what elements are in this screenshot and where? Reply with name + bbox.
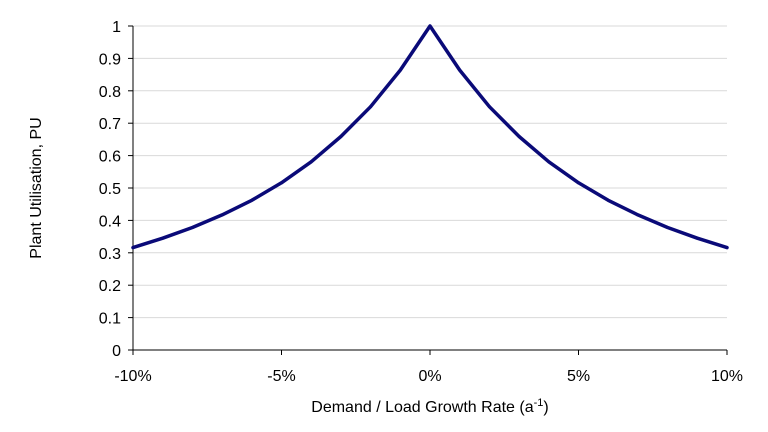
y-tick-labels: 0 0.1 0.2 0.3 0.4 0.5 0.6 0.7 0.8 0.9 1 (99, 19, 121, 360)
data-point (695, 236, 699, 240)
data-point (161, 236, 165, 240)
data-point (339, 134, 343, 138)
data-point (369, 105, 373, 109)
axes (128, 25, 728, 355)
data-point (428, 24, 432, 28)
data-point (280, 181, 283, 185)
x-axis-title-main: Demand / Load Growth Rate (a (311, 399, 533, 416)
x-tick-labels: -10% -5% 0% 5% 10% (114, 368, 743, 385)
data-point (606, 198, 610, 202)
data-point (517, 134, 521, 138)
data-point (725, 246, 729, 250)
y-tick-label: 0.6 (99, 149, 121, 166)
y-tick-label: 0.2 (99, 278, 121, 295)
data-point (666, 226, 670, 230)
data-point (636, 213, 640, 217)
data-point (577, 181, 580, 185)
x-tick-label: -10% (114, 368, 151, 385)
data-point (250, 198, 254, 202)
y-tick-label: 0.9 (99, 51, 121, 68)
gridlines (133, 25, 727, 319)
y-tick-label: 0.3 (99, 246, 121, 263)
data-point (131, 246, 135, 250)
data-point (487, 105, 491, 109)
data-point (190, 226, 194, 230)
series-layer (131, 24, 729, 250)
y-tick-label: 1 (112, 19, 121, 36)
data-point (398, 68, 402, 72)
data-point (309, 160, 313, 164)
x-axis-title-suffix: ) (543, 399, 548, 416)
x-axis-title-superscript: -1 (534, 397, 544, 409)
x-axis-title: Demand / Load Growth Rate (a-1) (311, 397, 548, 416)
x-tick-label: -5% (267, 368, 295, 385)
y-tick-label: 0.5 (99, 181, 121, 198)
data-point (458, 68, 462, 72)
y-tick-label: 0.4 (99, 213, 121, 230)
x-tick-label: 0% (418, 368, 441, 385)
y-tick-label: 0.1 (99, 311, 121, 328)
x-tick-label: 5% (567, 368, 590, 385)
data-point (220, 213, 224, 217)
x-tick-label: 10% (711, 368, 743, 385)
y-axis-title: Plant Utilisation, PU (28, 117, 45, 258)
y-tick-label: 0 (112, 343, 121, 360)
data-point (547, 160, 551, 164)
y-tick-label: 0.8 (99, 84, 121, 101)
y-tick-label: 0.7 (99, 116, 121, 133)
